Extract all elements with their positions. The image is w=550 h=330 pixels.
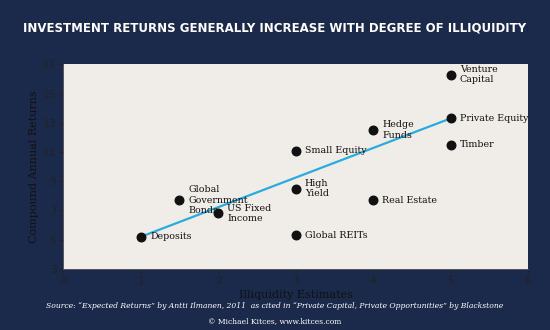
Text: US Fixed
Income: US Fixed Income [228, 204, 272, 223]
Point [214, 211, 223, 216]
Point [292, 186, 300, 191]
Text: Private Equity: Private Equity [460, 114, 529, 123]
Point [292, 148, 300, 153]
Text: INVESTMENT RETURNS GENERALLY INCREASE WITH DEGREE OF ILLIQUIDITY: INVESTMENT RETURNS GENERALLY INCREASE WI… [24, 21, 526, 35]
Text: Real Estate: Real Estate [382, 196, 437, 205]
Point [446, 72, 455, 77]
X-axis label: Illiquidity Estimates: Illiquidity Estimates [239, 290, 353, 300]
Point [292, 233, 300, 238]
Text: High
Yield: High Yield [305, 179, 329, 198]
Text: Global
Government
Bonds: Global Government Bonds [189, 185, 248, 215]
Point [446, 142, 455, 148]
Text: © Michael Kitces, www.kitces.com: © Michael Kitces, www.kitces.com [208, 317, 342, 325]
Text: Small Equity: Small Equity [305, 146, 366, 155]
Point [368, 127, 377, 133]
Text: Deposits: Deposits [150, 232, 191, 241]
Text: Venture
Capital: Venture Capital [460, 65, 498, 84]
Point [368, 198, 377, 203]
Text: Source: “Expected Returns” by Antti Ilmanen, 2011  as cited in “Private Capital,: Source: “Expected Returns” by Antti Ilma… [46, 302, 504, 310]
Y-axis label: Compound Annual Returns: Compound Annual Returns [29, 90, 39, 243]
Point [446, 116, 455, 121]
Point [136, 234, 145, 240]
Text: Hedge
Funds: Hedge Funds [382, 120, 414, 140]
Point [175, 198, 184, 203]
Text: Global REITs: Global REITs [305, 231, 367, 240]
Text: Timber: Timber [460, 140, 494, 149]
